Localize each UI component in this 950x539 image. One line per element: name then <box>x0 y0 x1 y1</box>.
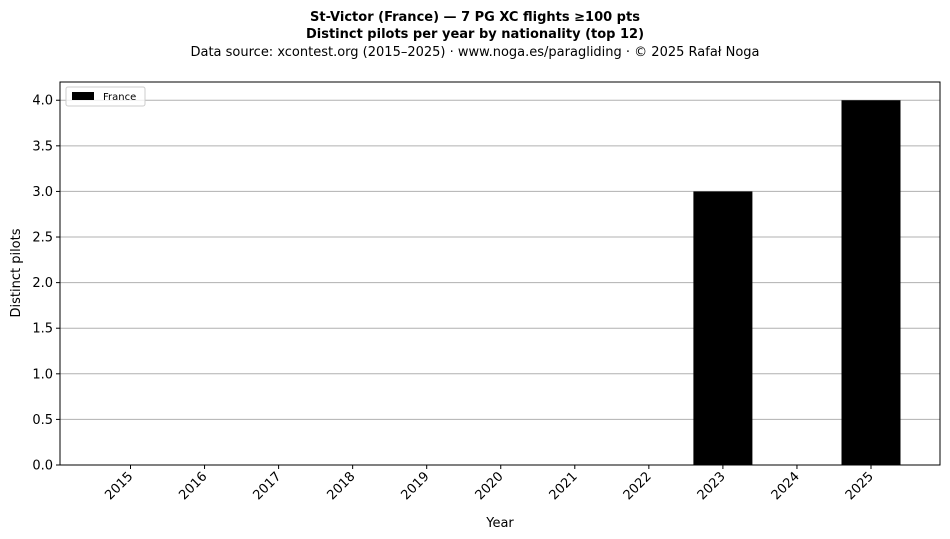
x-tick-label: 2015 <box>102 469 136 503</box>
y-tick-label: 2.5 <box>32 231 53 246</box>
x-tick-label: 2017 <box>250 469 284 503</box>
y-tick-label: 0.5 <box>32 413 53 428</box>
y-tick-label: 2.0 <box>32 276 53 291</box>
legend: France <box>65 86 146 107</box>
x-tick-label: 2020 <box>473 469 507 503</box>
x-tick-label: 2024 <box>769 469 803 503</box>
y-tick-label: 0.0 <box>32 459 53 474</box>
x-tick-label: 2021 <box>547 469 581 503</box>
y-tick-label: 1.5 <box>32 322 53 337</box>
chart-subtitle: Distinct pilots per year by nationality … <box>306 27 644 42</box>
x-tick-label: 2025 <box>843 469 877 503</box>
grid-layer <box>60 99 940 466</box>
legend-swatch-france <box>72 92 94 100</box>
x-axis: 2015 2016 2017 2018 2019 2020 2021 2022 2023 2024… <box>102 465 877 503</box>
y-axis: 0.0 0.5 1.0 1.5 2.0 2.5 3.0 3.5 4.0 <box>32 94 60 474</box>
bars-layer <box>693 100 901 465</box>
y-tick-label: 3.5 <box>32 139 53 154</box>
x-tick-label: 2018 <box>324 469 358 503</box>
x-tick-label: 2016 <box>176 469 210 503</box>
x-tick-label: 2019 <box>399 469 433 503</box>
chart-title: St-Victor (France) — 7 PG XC flights ≥10… <box>310 10 640 25</box>
y-tick-label: 4.0 <box>32 94 53 109</box>
legend-label-france: France <box>103 92 136 103</box>
bar-france-2025 <box>841 100 901 465</box>
y-tick-label: 3.0 <box>32 185 53 200</box>
x-tick-label: 2022 <box>621 469 655 503</box>
legend-box <box>65 86 146 107</box>
bar-france-2023 <box>693 191 753 465</box>
y-tick-label: 1.0 <box>32 367 53 382</box>
x-tick-label: 2023 <box>695 469 729 503</box>
x-axis-label: Year <box>485 516 514 531</box>
plot-frame <box>59 81 941 466</box>
y-axis-label: Distinct pilots <box>9 228 24 317</box>
chart-source: Data source: xcontest.org (2015–2025) · … <box>190 45 759 60</box>
